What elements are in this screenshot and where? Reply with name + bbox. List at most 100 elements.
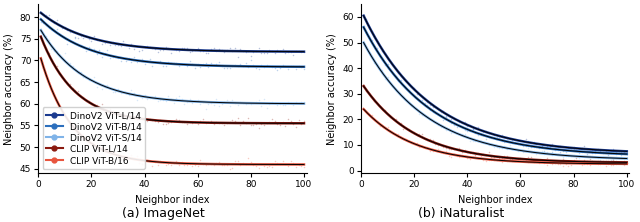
- Point: [124, 46, 134, 50]
- Point: [65, 30, 75, 33]
- Point: [590, 149, 600, 153]
- Point: [108, 151, 118, 154]
- Point: [566, 148, 576, 152]
- Point: [222, 121, 232, 125]
- Point: [499, 135, 509, 139]
- Point: [36, 28, 46, 31]
- Point: [76, 44, 86, 47]
- Point: [49, 28, 60, 32]
- Point: [526, 141, 536, 145]
- Point: [52, 50, 62, 53]
- Point: [49, 21, 60, 24]
- Point: [383, 76, 393, 79]
- Point: [227, 118, 237, 122]
- Point: [621, 161, 632, 165]
- Point: [264, 164, 275, 168]
- Point: [364, 91, 374, 95]
- Point: [219, 164, 229, 167]
- Point: [494, 137, 504, 140]
- Point: [195, 65, 205, 69]
- Point: [433, 148, 443, 151]
- Point: [275, 50, 285, 53]
- Point: [161, 64, 171, 68]
- Point: [291, 49, 301, 53]
- Point: [147, 118, 157, 121]
- Point: [540, 145, 550, 149]
- Point: [134, 60, 144, 63]
- Point: [593, 150, 603, 154]
- Point: [561, 162, 571, 165]
- Point: [126, 42, 136, 46]
- Point: [124, 93, 134, 97]
- Point: [113, 88, 123, 91]
- Point: [556, 162, 566, 165]
- Point: [369, 99, 380, 102]
- Point: [614, 157, 624, 160]
- Point: [611, 155, 621, 159]
- Point: [86, 78, 97, 82]
- Point: [296, 122, 307, 125]
- Point: [406, 91, 417, 95]
- Point: [158, 160, 168, 163]
- Point: [380, 125, 390, 129]
- Point: [216, 102, 227, 105]
- Point: [396, 78, 406, 81]
- Point: [36, 37, 46, 40]
- Point: [470, 153, 481, 157]
- Point: [115, 59, 125, 63]
- Point: [209, 103, 219, 107]
- Point: [225, 120, 235, 124]
- Point: [390, 117, 401, 121]
- Point: [481, 129, 491, 133]
- Point: [605, 151, 616, 154]
- Point: [582, 147, 592, 151]
- Point: [299, 50, 309, 54]
- Point: [372, 120, 382, 123]
- Point: [361, 44, 371, 48]
- Point: [401, 79, 412, 82]
- Point: [222, 163, 232, 166]
- Point: [388, 117, 398, 121]
- Point: [105, 43, 115, 47]
- Point: [60, 51, 70, 54]
- Point: [526, 145, 536, 149]
- Point: [398, 127, 408, 130]
- X-axis label: Neighbor index: Neighbor index: [458, 195, 532, 205]
- Point: [422, 115, 433, 119]
- Point: [145, 117, 155, 121]
- Point: [184, 121, 195, 124]
- Point: [574, 147, 584, 151]
- Point: [449, 117, 459, 121]
- Point: [230, 119, 240, 123]
- Point: [198, 100, 208, 104]
- Point: [568, 154, 579, 157]
- Point: [227, 99, 237, 102]
- Point: [299, 166, 309, 169]
- Point: [65, 123, 75, 127]
- Point: [513, 159, 523, 163]
- Point: [600, 165, 611, 168]
- Point: [529, 161, 539, 164]
- Point: [84, 137, 94, 141]
- Point: [253, 126, 264, 130]
- Point: [129, 157, 139, 161]
- Point: [492, 135, 502, 139]
- Point: [508, 141, 518, 145]
- Point: [515, 143, 525, 146]
- Point: [545, 144, 555, 147]
- Point: [412, 107, 422, 111]
- Point: [515, 156, 525, 160]
- Point: [137, 162, 147, 166]
- Point: [364, 113, 374, 116]
- Point: [470, 131, 481, 135]
- Point: [94, 147, 104, 151]
- Point: [499, 141, 509, 144]
- Point: [294, 65, 304, 68]
- Point: [457, 153, 467, 157]
- Point: [219, 123, 229, 126]
- Point: [269, 67, 280, 70]
- Point: [168, 47, 179, 50]
- Point: [288, 103, 298, 107]
- Point: [140, 62, 150, 66]
- Point: [126, 154, 136, 157]
